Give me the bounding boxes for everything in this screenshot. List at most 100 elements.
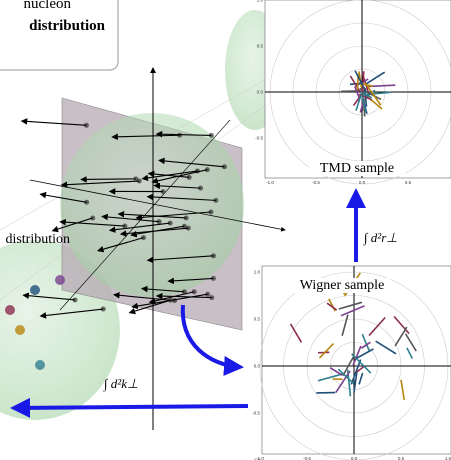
sample-arrow xyxy=(337,368,355,385)
integral-label: ∫ d²k⊥ xyxy=(103,376,138,392)
y-tick-label: 0.5 xyxy=(257,44,264,49)
plot-label: Wigner sample xyxy=(300,278,385,293)
arrow xyxy=(146,255,214,264)
parton xyxy=(30,285,40,295)
sample-arrow xyxy=(354,70,367,93)
sample-arrow xyxy=(364,82,382,106)
sample-arrow xyxy=(354,86,360,99)
integral-label: ∫ d²r⊥ xyxy=(363,230,398,246)
parton xyxy=(5,305,15,315)
x-tick-label: -1.0 xyxy=(266,180,274,185)
sample-arrow xyxy=(404,333,417,352)
y-tick-label: -0.5 xyxy=(255,136,263,141)
sample-arrow xyxy=(394,326,408,347)
wigner-plot: -1.0 -0.5 0.0 0.5 1.0 1.0 0.5 0.0 -0.5 -1.0 Wigner… xyxy=(252,265,451,460)
sample-arrow xyxy=(338,301,363,310)
axis xyxy=(29,179,286,232)
arrow xyxy=(117,210,187,219)
parton xyxy=(55,275,65,285)
parton xyxy=(15,325,25,335)
x-tick-label: -0.5 xyxy=(303,456,311,460)
x-tick-label: 0.5 xyxy=(398,456,405,460)
sample-arrow xyxy=(349,75,362,93)
arrow xyxy=(155,130,212,138)
arrow xyxy=(108,222,171,233)
sample-arrow xyxy=(351,353,372,374)
arrow xyxy=(20,118,87,126)
sample-arrow xyxy=(393,315,410,335)
parton xyxy=(35,360,45,370)
arrow xyxy=(39,308,104,319)
arrow xyxy=(141,170,198,182)
arrow xyxy=(140,285,185,293)
box-text: distribution xyxy=(29,18,106,34)
sample-arrow xyxy=(318,343,335,359)
sample-arrow xyxy=(358,372,364,385)
y-tick-label: 0.0 xyxy=(257,90,264,95)
quark xyxy=(210,253,216,259)
x-tick-label: 1.0 xyxy=(445,456,451,460)
arrow xyxy=(60,180,140,188)
sample-arrow xyxy=(326,302,338,311)
sample-arrow xyxy=(329,366,343,376)
arrow xyxy=(96,237,144,253)
y-tick-label: 1.0 xyxy=(257,0,264,3)
arrow xyxy=(39,191,87,203)
side-label: distribution xyxy=(5,232,70,247)
arrow xyxy=(135,211,212,221)
label-bg xyxy=(309,161,405,176)
sample-arrow xyxy=(361,333,370,351)
x-tick-label: -0.5 xyxy=(312,180,320,185)
arrows xyxy=(5,118,227,370)
arrow xyxy=(151,169,208,185)
sample-arrow xyxy=(359,87,382,101)
arrow xyxy=(51,217,93,233)
arrow xyxy=(153,182,201,190)
label-box xyxy=(0,0,119,71)
y-tick-label: -1.0 xyxy=(252,458,260,460)
arrow xyxy=(167,277,214,285)
arrow xyxy=(146,193,216,201)
sample-arrow xyxy=(335,370,351,393)
sample-arrow xyxy=(353,371,358,394)
sample-arrow xyxy=(406,347,414,359)
sample-arrow xyxy=(341,314,349,336)
sample-arrow xyxy=(361,71,365,92)
nucleon-scene xyxy=(0,10,301,430)
arrow xyxy=(80,176,136,183)
box-text: nucleon xyxy=(24,0,72,12)
sphere xyxy=(60,113,244,297)
x-tick-label: 0.5 xyxy=(405,180,412,185)
sample-arrow xyxy=(362,91,373,99)
x-tick-label: 0.0 xyxy=(351,456,358,460)
sample-arrow xyxy=(342,355,355,377)
sample-arrow xyxy=(360,341,371,349)
y-tick-label: -0.5 xyxy=(252,411,260,416)
x-tick-label: 0.0 xyxy=(359,180,366,185)
sample-arrow xyxy=(365,71,386,85)
sample-arrow xyxy=(340,305,365,317)
arrow xyxy=(112,292,175,302)
blue-arrow xyxy=(180,304,244,376)
y-tick-label: 1.0 xyxy=(254,270,261,275)
sample-arrow xyxy=(356,348,374,359)
arrow xyxy=(147,170,190,178)
arrow xyxy=(148,291,195,305)
arrow xyxy=(119,227,189,237)
sample-arrow xyxy=(375,340,397,355)
sample-arrow xyxy=(289,323,303,343)
arrow xyxy=(111,133,180,141)
arrow xyxy=(22,292,76,301)
y-tick-label: 0.5 xyxy=(254,317,261,322)
sample-arrow xyxy=(400,379,406,401)
sample-arrow xyxy=(368,316,386,337)
plot-label: TMD sample xyxy=(320,161,394,176)
blue-arrow xyxy=(10,397,249,418)
sample-arrow xyxy=(360,91,367,113)
arrow xyxy=(59,218,125,227)
sample-arrow xyxy=(352,345,362,366)
y-tick-label: 0.0 xyxy=(254,364,261,369)
x-tick-label: -1.0 xyxy=(256,456,264,460)
